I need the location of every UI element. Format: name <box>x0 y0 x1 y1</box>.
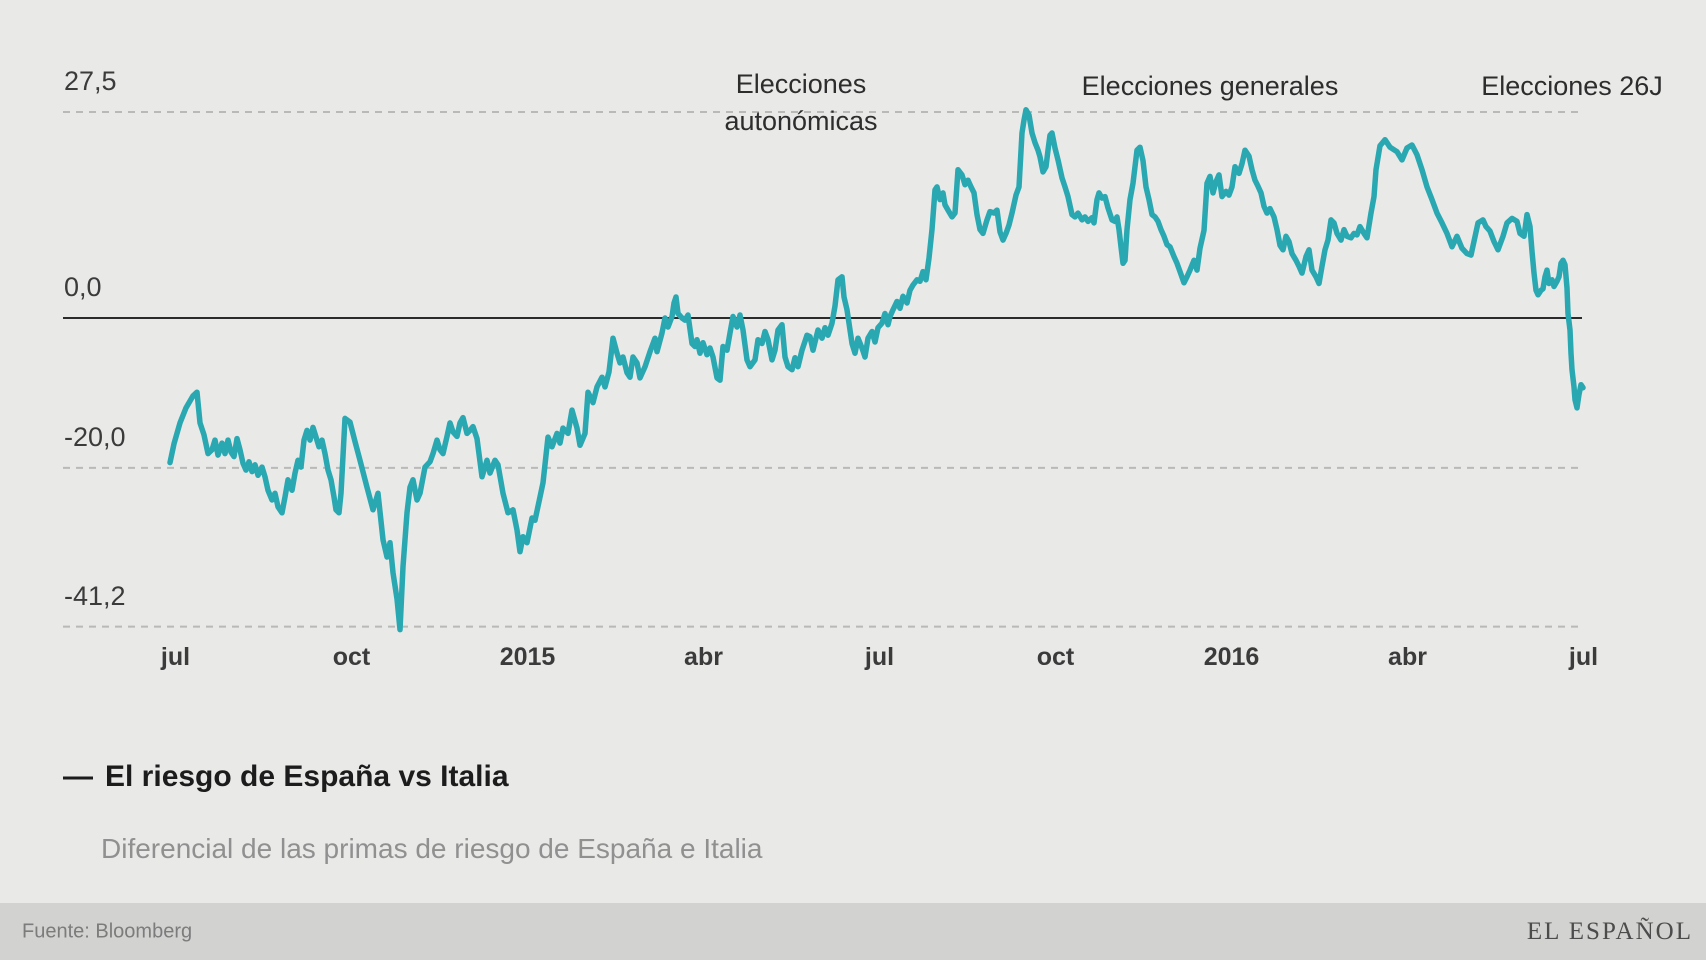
legend-label: El riesgo de España vs Italia <box>105 760 509 793</box>
y-tick-label-2: -20,0 <box>64 421 126 452</box>
el-espanol-logo: EL ESPAÑOL <box>1526 917 1693 945</box>
annotation-elecciones-26j: Elecciones 26J <box>1481 71 1663 101</box>
x-tick-label-oct-1: oct <box>332 643 371 671</box>
x-tick-label-2015-2: 2015 <box>499 643 556 671</box>
x-tick-label-jul-0: jul <box>160 643 191 671</box>
x-tick-label-oct-5: oct <box>1036 643 1075 671</box>
source-credit: Fuente: Bloomberg <box>22 920 193 942</box>
y-tick-label-1: 0,0 <box>64 272 102 302</box>
x-tick-label-2016-6: 2016 <box>1203 643 1260 671</box>
annotation-elecciones-autonomicas: Elecciones autonómicas <box>724 69 878 136</box>
footer-bar: Fuente: Bloomberg EL ESPAÑOL <box>0 903 1706 960</box>
x-tick-label-abr-7: abr <box>1388 643 1427 671</box>
y-tick-label-3: -41,2 <box>64 580 126 611</box>
chart-subtitle: Diferencial de las primas de riesgo de E… <box>101 833 763 864</box>
chart-legend: — El riesgo de España vs Italia <box>63 760 509 794</box>
x-tick-label-jul-4: jul <box>864 643 895 671</box>
x-tick-label-abr-3: abr <box>684 643 723 671</box>
x-tick-label-jul-8: jul <box>1568 643 1599 671</box>
gridlines <box>63 111 1582 628</box>
y-tick-label-0: 27,5 <box>64 66 117 96</box>
annotation-elecciones-generales: Elecciones generales <box>1081 71 1339 101</box>
series-line-espana-vs-italia <box>167 107 1586 633</box>
legend-line-swatch: — <box>63 760 93 793</box>
